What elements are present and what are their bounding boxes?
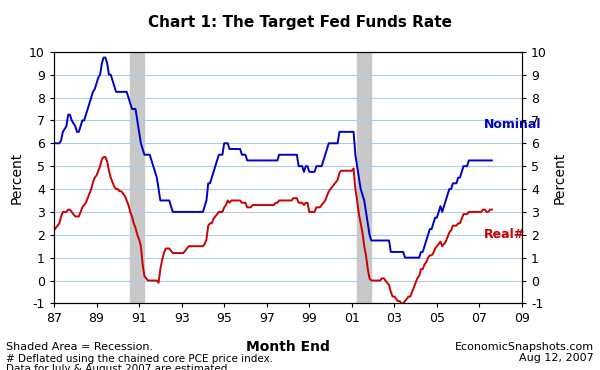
Text: # Deflated using the chained core PCE price index.: # Deflated using the chained core PCE pr… [6, 354, 273, 364]
Text: EconomicSnapshots.com: EconomicSnapshots.com [455, 342, 594, 352]
Text: Real#: Real# [484, 228, 525, 241]
Text: Month End: Month End [246, 340, 330, 354]
Text: Shaded Area = Recession.: Shaded Area = Recession. [6, 342, 153, 352]
Y-axis label: Percent: Percent [10, 151, 23, 204]
Bar [130, 52, 145, 303]
Text: Nominal: Nominal [484, 118, 541, 131]
Text: Chart 1: The Target Fed Funds Rate: Chart 1: The Target Fed Funds Rate [148, 15, 452, 30]
Text: Aug 12, 2007: Aug 12, 2007 [519, 353, 594, 363]
Text: Data for July & August 2007 are estimated.: Data for July & August 2007 are estimate… [6, 364, 231, 370]
Y-axis label: Percent: Percent [553, 151, 566, 204]
Bar [357, 52, 371, 303]
